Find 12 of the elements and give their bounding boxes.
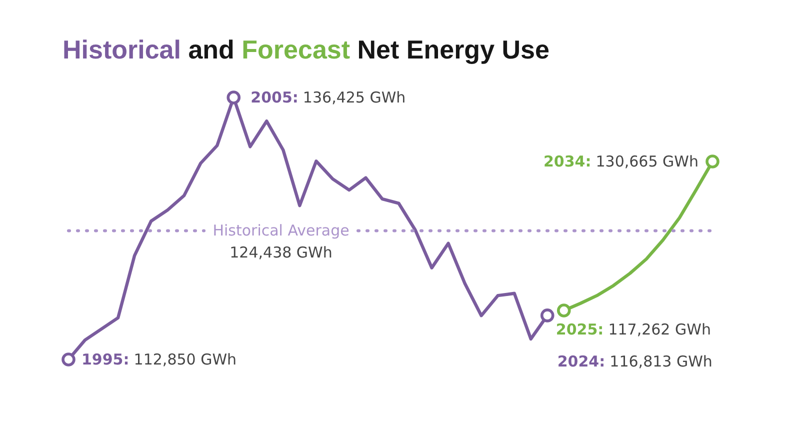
point (226, 90, 241, 104)
data-label: 2024: 116,813 GWh (557, 352, 712, 370)
ref-line-label: Historical Average 124,438 GWh (212, 222, 350, 262)
data-label: 2034: 130,665 GWh (543, 152, 699, 171)
point (556, 304, 571, 318)
point (706, 154, 720, 168)
point (540, 308, 554, 322)
data-label: 2025: 117,262 GWh (556, 320, 711, 338)
data-label: 1995: 112,850 GWh (82, 350, 237, 368)
chart-title: Historical and Forecast Net Energy Use (62, 34, 550, 64)
data-label: 2005: 136,425 GWh (250, 88, 406, 106)
point (62, 352, 76, 366)
